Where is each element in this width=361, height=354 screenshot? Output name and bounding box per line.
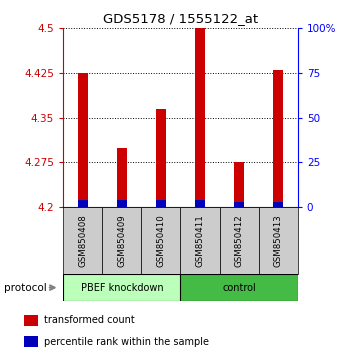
Text: GSM850410: GSM850410 (156, 214, 165, 267)
Bar (273, 202, 283, 207)
Bar (195, 28, 205, 207)
Text: protocol: protocol (4, 282, 46, 293)
Bar (25, 336, 38, 347)
Bar (102, 207, 142, 274)
Bar (219, 207, 259, 274)
Bar (63, 207, 102, 274)
Bar (117, 148, 127, 207)
Bar (25, 315, 38, 326)
Bar (63, 274, 180, 301)
Bar (195, 200, 205, 207)
Text: GSM850413: GSM850413 (274, 214, 283, 267)
Bar (234, 202, 244, 207)
Text: GDS5178 / 1555122_at: GDS5178 / 1555122_at (103, 12, 258, 25)
Bar (156, 109, 166, 207)
Text: GSM850409: GSM850409 (117, 215, 126, 267)
Bar (180, 274, 298, 301)
Bar (142, 207, 180, 274)
Text: GSM850408: GSM850408 (78, 214, 87, 267)
Bar (234, 162, 244, 207)
Bar (117, 200, 127, 207)
Text: GSM850411: GSM850411 (196, 214, 205, 267)
Bar (259, 207, 298, 274)
Bar (180, 207, 219, 274)
Bar (78, 73, 88, 207)
Bar (156, 200, 166, 207)
Text: GSM850412: GSM850412 (235, 214, 244, 267)
Text: PBEF knockdown: PBEF knockdown (81, 282, 163, 293)
Text: transformed count: transformed count (44, 315, 135, 325)
Text: control: control (222, 282, 256, 293)
Bar (78, 200, 88, 207)
Bar (273, 70, 283, 207)
Text: percentile rank within the sample: percentile rank within the sample (44, 337, 209, 347)
